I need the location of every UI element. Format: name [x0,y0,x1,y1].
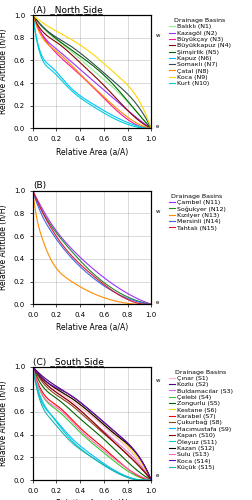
Legend: Balıklı (N1), Kazagöl (N2), Büyükçay (N3), Büyükkapuz (N4), Şimşirlik (N5), Kapu: Balıklı (N1), Kazagöl (N2), Büyükçay (N3… [169,18,231,86]
Text: (A)   ̲N̲o̲r̲t̲h̲ ̲S̲i̲d̲e̲: (A) ̲N̲o̲r̲t̲h̲ ̲S̲i̲d̲e̲ [33,5,103,14]
Legend: Çınar (S1), Kozlu (S2), Buldamacılar (S3), Çelebi (S4), Zongurlu (S5), Kestane (: Çınar (S1), Kozlu (S2), Buldamacılar (S3… [169,370,233,470]
Legend: Çambel (N11), Soğukyer (N12), Kızılyer (N13), Mersinli (N14), Tahtalı (N15): Çambel (N11), Soğukyer (N12), Kızılyer (… [169,194,226,230]
Y-axis label: Relative Altitude (h/H): Relative Altitude (h/H) [0,29,8,114]
X-axis label: Relative Area (a/A): Relative Area (a/A) [56,324,128,332]
Y-axis label: Relative Altitude (h/H): Relative Altitude (h/H) [0,380,8,466]
X-axis label: Relative Area (a/A): Relative Area (a/A) [56,499,128,500]
Text: (B): (B) [33,181,46,190]
Y-axis label: Relative Altitude (h/H): Relative Altitude (h/H) [0,205,8,290]
X-axis label: Relative Area (a/A): Relative Area (a/A) [56,148,128,156]
Text: (C)   ̲S̲o̲u̲t̲h̲ ̲S̲i̲d̲e̲: (C) ̲S̲o̲u̲t̲h̲ ̲S̲i̲d̲e̲ [33,357,104,366]
